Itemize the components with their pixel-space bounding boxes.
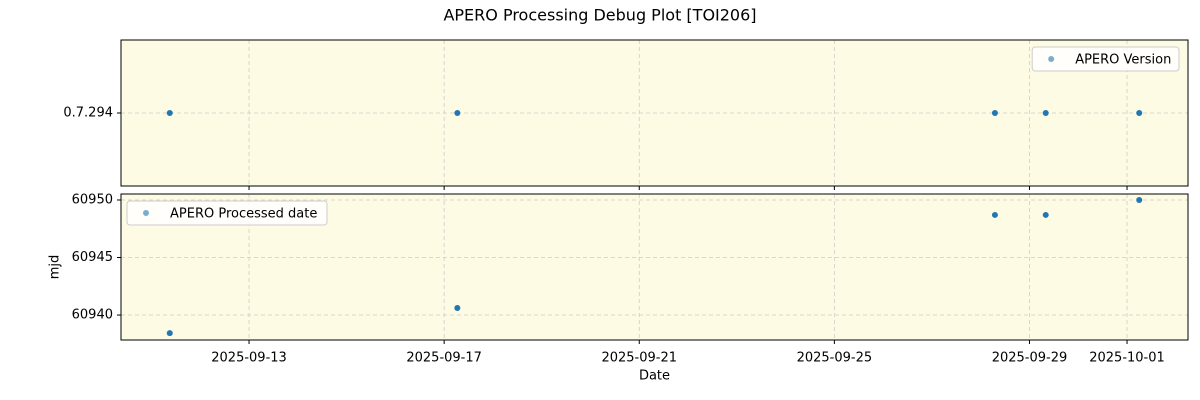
x-tick-label: 2025-09-13 [211, 351, 287, 366]
data-point [454, 305, 461, 312]
plot-frame [120, 39, 1189, 187]
data-point [991, 211, 998, 218]
data-point [1042, 110, 1049, 116]
figure-title: APERO Processing Debug Plot [TOI206] [443, 6, 756, 25]
x-tick-label: 2025-09-25 [797, 351, 873, 366]
data-point [166, 110, 173, 116]
data-point [1136, 110, 1143, 116]
data-point [1042, 211, 1049, 218]
x-tick-label: 2025-10-01 [1089, 351, 1165, 366]
data-point [991, 110, 998, 116]
y-tick-label: 60945 [72, 250, 113, 265]
x-tick-label: 2025-09-29 [992, 351, 1068, 366]
y-tick-label: 0.7.294 [63, 106, 113, 121]
legend-marker [1048, 56, 1055, 62]
legend-marker [143, 210, 149, 216]
data-point [166, 330, 173, 337]
y-axis-label: mjd [48, 255, 63, 280]
legend-label: APERO Processed date [170, 207, 317, 222]
plot-frame [120, 193, 1189, 341]
x-axis-label: Date [639, 369, 670, 384]
legend-label: APERO Version [1075, 53, 1171, 68]
data-point [454, 110, 461, 116]
x-tick-label: 2025-09-17 [406, 351, 482, 366]
legend-box [126, 200, 328, 226]
y-tick-label: 60940 [72, 308, 113, 323]
legend-box [1031, 46, 1180, 72]
x-tick-label: 2025-09-21 [601, 351, 677, 366]
data-point [1136, 196, 1143, 203]
y-tick-label: 60950 [72, 192, 113, 207]
